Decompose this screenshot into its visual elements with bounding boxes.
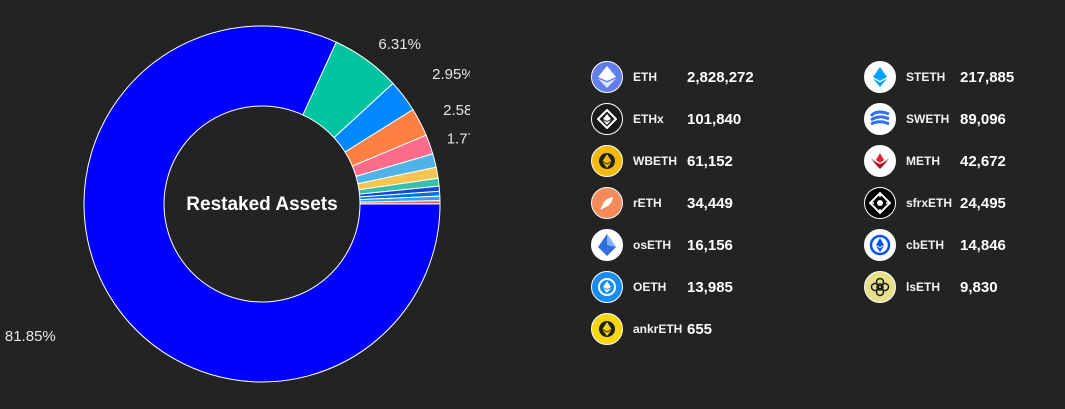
legend-item-ethx: ETHx 101,840: [591, 102, 741, 136]
percent-labels: 81.85% 6.31% 2.95% 2.58% 1.77%: [5, 36, 470, 345]
legend-item-sweth: SWETH 89,096: [864, 102, 1006, 136]
token-symbol: rETH: [633, 196, 662, 210]
token-symbol: METH: [906, 154, 940, 168]
legend-item-ankreth: ankrETH 655: [591, 312, 712, 346]
percent-label: 2.58%: [443, 102, 470, 119]
token-amount: 24,495: [960, 194, 1006, 212]
token-symbol: WBETH: [633, 154, 677, 168]
token-symbol: ETH: [633, 70, 657, 84]
token-amount: 9,830: [960, 278, 998, 296]
steth-icon: [864, 61, 896, 93]
token-symbol: lsETH: [906, 280, 941, 294]
legend-item-lseth: lsETH 9,830: [864, 270, 998, 304]
legend-item-sfrxeth: sfrxETH 24,495: [864, 186, 1006, 220]
sweth-icon: [864, 103, 896, 135]
lseth-icon: [864, 271, 896, 303]
token-amount: 217,885: [960, 68, 1015, 86]
legend-item-cbeth: cbETH 14,846: [864, 228, 1006, 262]
token-symbol: OETH: [633, 280, 667, 294]
token-symbol: STETH: [906, 70, 946, 84]
token-amount: 655: [687, 320, 713, 338]
percent-label: 2.95%: [432, 66, 470, 83]
legend-item-oseth: osETH 16,156: [591, 228, 733, 262]
restaked-assets-donut-chart: 81.85% 6.31% 2.95% 2.58% 1.77% Restaked Asse…: [5, 25, 470, 383]
meth-icon: [864, 145, 896, 177]
legend-item-meth: METH 42,672: [864, 144, 1006, 178]
eth-icon: [591, 61, 623, 93]
legend-item-wbeth: WBETH 61,152: [591, 144, 733, 178]
token-amount: 34,449: [687, 194, 733, 212]
percent-label: 1.77%: [447, 130, 470, 147]
token-amount: 61,152: [687, 152, 733, 170]
percent-label: 81.85%: [5, 328, 56, 345]
token-symbol: ankrETH: [633, 322, 683, 336]
token-amount: 13,985: [687, 278, 733, 296]
ankreth-icon: [591, 313, 623, 345]
donut-slices: [83, 25, 441, 383]
token-amount: 42,672: [960, 152, 1006, 170]
oeth-icon: [591, 271, 623, 303]
sfrxeth-icon: [864, 187, 896, 219]
token-symbol: cbETH: [906, 238, 945, 252]
token-symbol: SWETH: [906, 112, 950, 126]
legend-item-eth: ETH 2,828,272: [591, 60, 754, 94]
reth-icon: [591, 187, 623, 219]
token-symbol: sfrxETH: [906, 196, 953, 210]
chart-title: Restaked Assets: [186, 194, 337, 215]
cbeth-icon: [864, 229, 896, 261]
legend-item-oeth: OETH 13,985: [591, 270, 733, 304]
donut-slice-eth[interactable]: [83, 25, 441, 383]
token-amount: 16,156: [687, 236, 733, 254]
token-symbol: ETHx: [633, 112, 664, 126]
token-amount: 14,846: [960, 236, 1006, 254]
percent-label: 6.31%: [378, 36, 421, 53]
token-amount: 89,096: [960, 110, 1006, 128]
wbeth-icon: [591, 145, 623, 177]
oseth-icon: [591, 229, 623, 261]
token-amount: 101,840: [687, 110, 742, 128]
ethx-icon: [591, 103, 623, 135]
legend-item-reth: rETH 34,449: [591, 186, 733, 220]
token-symbol: osETH: [633, 238, 672, 252]
legend-item-steth: STETH 217,885: [864, 60, 1014, 94]
token-amount: 2,828,272: [687, 68, 754, 86]
